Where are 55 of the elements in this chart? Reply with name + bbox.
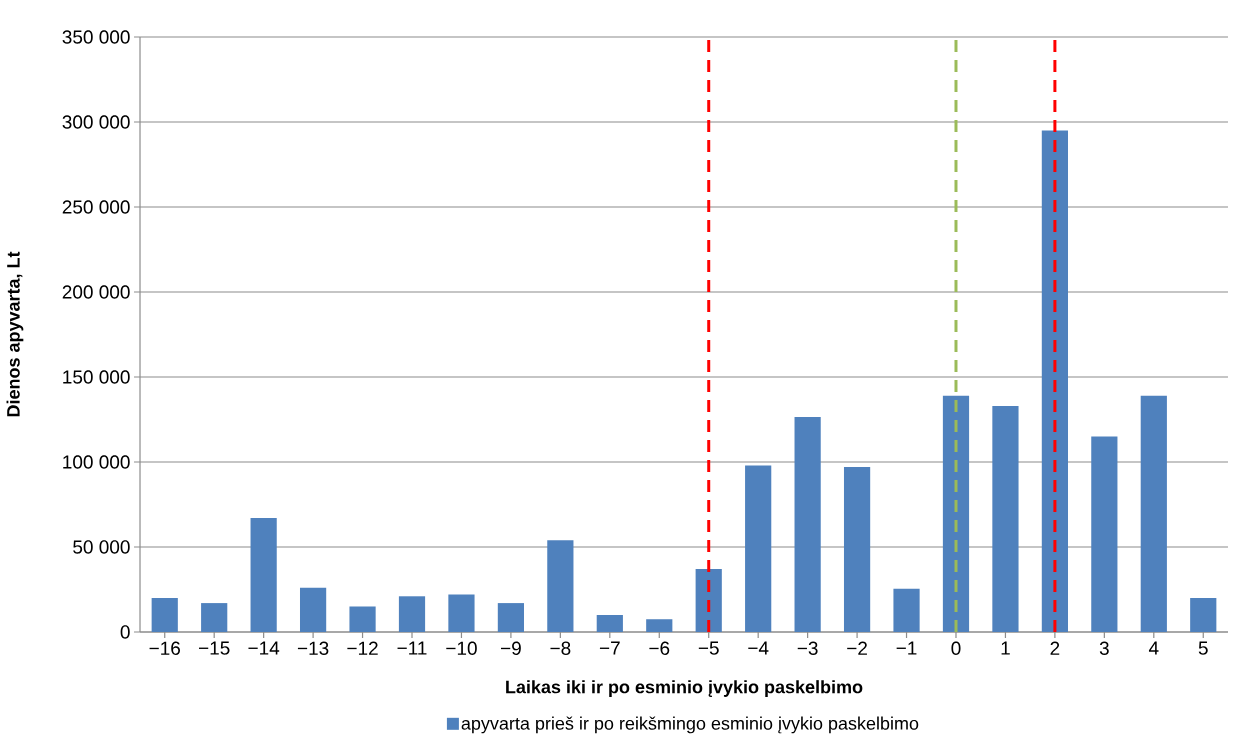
bar [1041,130,1068,632]
bar [299,587,327,632]
bar [1190,597,1217,632]
bar [151,597,178,632]
bar [250,518,277,632]
bar [201,603,228,632]
x-tick-label: −6 [649,641,670,655]
x-tick-label: −11 [397,641,427,655]
x-tick-label: −5 [698,641,719,655]
x-tick-label: −14 [248,641,280,655]
bar [695,569,722,632]
x-tick-label: 0 [951,641,961,655]
x-tick-label: −13 [297,641,329,655]
x-tick-label: 4 [1148,641,1159,655]
y-tick-label: 100 000 [63,455,130,469]
bar [1140,395,1167,632]
x-tick-label: −15 [199,641,230,655]
bar [497,603,525,632]
y-tick-label: 200 000 [62,285,130,299]
legend-label: apyvarta prieš ir po reikšmingo esminio įvykio paskelbimo [461,716,919,734]
x-tick-label: 2 [1050,641,1060,655]
y-tick-label: 50 000 [73,540,130,554]
x-tick-label: −4 [748,641,769,655]
bar [1091,436,1118,632]
bar [596,614,623,632]
x-tick-label: 5 [1198,641,1208,655]
x-tick-label: −7 [599,641,620,655]
bar [992,405,1019,632]
y-tick-label: 150 000 [63,370,130,384]
bar [547,540,574,632]
x-tick-label: −3 [797,641,818,655]
x-tick-label: −10 [446,641,477,655]
bar [794,416,821,632]
bar [843,467,871,632]
x-tick-label: −2 [847,641,867,655]
bar [646,619,673,632]
y-tick-label: 300 000 [62,115,130,129]
bar [349,606,376,632]
x-tick-label: −16 [149,641,180,655]
bar [893,588,920,632]
bar [942,395,970,632]
x-axis-title: Laikas iki ir po esminio įvykio paskelbimo [506,680,863,697]
y-axis-title: Dienos apyvarta, Lt [6,251,24,417]
x-tick-label: −8 [550,641,571,655]
x-tick-label: −1 [896,641,917,655]
x-tick-label: −9 [501,641,521,655]
bar [448,594,475,632]
y-tick-label: 0 [120,625,130,639]
x-tick-label: 3 [1099,641,1109,655]
bar [745,465,772,632]
y-tick-label: 250 000 [62,200,130,214]
y-tick-label: 350 000 [62,30,130,44]
x-tick-label: −12 [347,641,378,655]
x-tick-label: 1 [1001,641,1010,655]
bar [398,596,426,632]
